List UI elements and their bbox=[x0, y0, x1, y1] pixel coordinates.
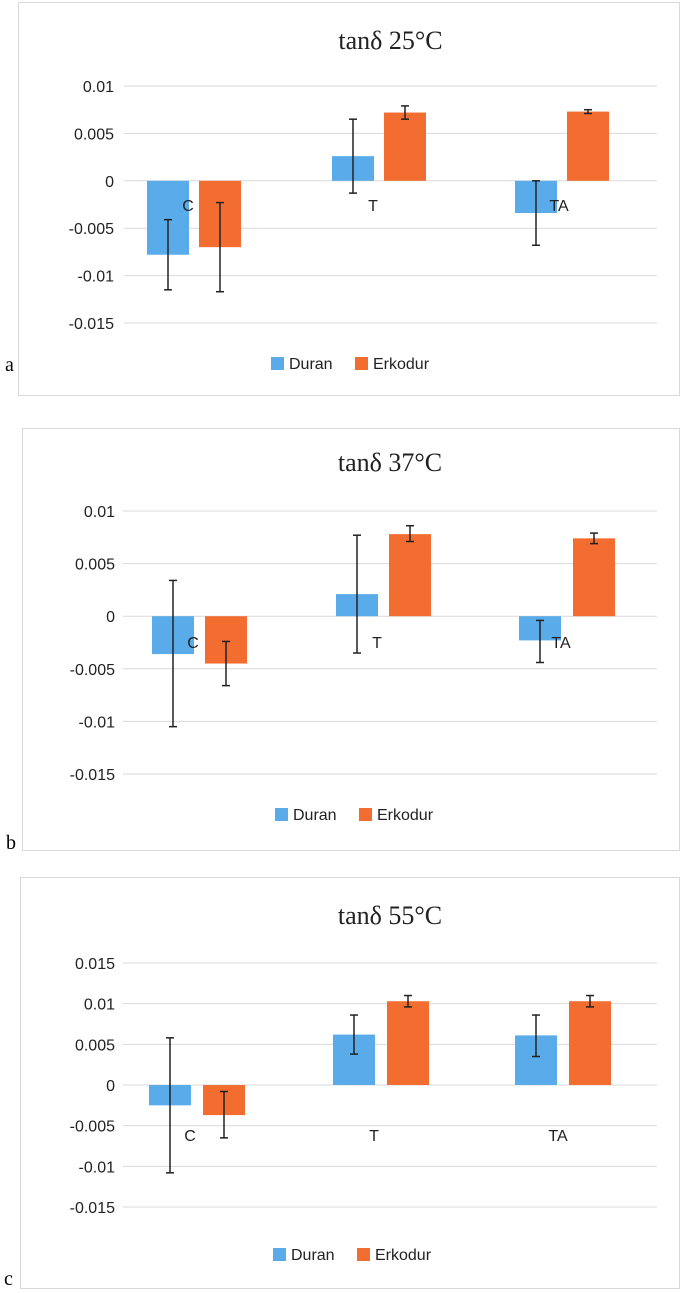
legend-label: Duran bbox=[293, 807, 337, 824]
category-label: T bbox=[372, 635, 382, 652]
category-label: TA bbox=[548, 1128, 568, 1145]
chart-panel-c: tanδ 55°C 0.015 0.01 0.005 0 -0.005 -0.01 -0.01… bbox=[20, 877, 680, 1289]
bar-erkodur-t bbox=[389, 534, 431, 617]
category-label: T bbox=[368, 198, 378, 215]
legend-label: Erkodur bbox=[375, 1247, 432, 1264]
panel-label-b: b bbox=[6, 832, 16, 854]
bar-erkodur-t bbox=[384, 112, 426, 181]
y-tick-label: -0.015 bbox=[70, 767, 115, 784]
y-tick-label: -0.015 bbox=[70, 1200, 115, 1217]
category-label: TA bbox=[551, 635, 571, 652]
y-tick-label: 0.01 bbox=[83, 79, 114, 96]
y-tick-label: -0.01 bbox=[78, 269, 115, 286]
legend-swatch bbox=[359, 808, 372, 821]
chart-panel-a: tanδ 25°C 0.01 0.005 0 -0.005 -0.01 -0.015 C T TA… bbox=[18, 2, 680, 396]
category-label: C bbox=[182, 198, 194, 215]
chart-title: tanδ 37°C bbox=[338, 448, 442, 477]
y-tick-label: 0.005 bbox=[75, 557, 115, 574]
legend-swatch bbox=[271, 357, 284, 370]
y-tick-label: -0.005 bbox=[69, 221, 114, 238]
y-tick-label: 0.01 bbox=[84, 997, 115, 1014]
category-label: C bbox=[184, 1128, 196, 1145]
bar-erkodur-ta bbox=[567, 111, 609, 181]
bar-erkodur-ta bbox=[569, 1001, 611, 1085]
chart-title: tanδ 25°C bbox=[338, 26, 442, 55]
y-tick-label: 0.01 bbox=[84, 504, 115, 521]
y-tick-label: -0.015 bbox=[69, 316, 114, 333]
legend-swatch bbox=[357, 1248, 370, 1261]
panel-label-a: a bbox=[5, 354, 14, 376]
legend-swatch bbox=[355, 357, 368, 370]
chart-panel-b: tanδ 37°C 0.01 0.005 0 -0.005 -0.01 -0.015 C T TA… bbox=[22, 428, 680, 851]
chart-title: tanδ 55°C bbox=[338, 901, 442, 930]
category-label: C bbox=[187, 635, 199, 652]
legend-label: Erkodur bbox=[373, 356, 430, 373]
bar-erkodur-t bbox=[387, 1001, 429, 1085]
legend-swatch bbox=[273, 1248, 286, 1261]
chart-b-svg: tanδ 37°C 0.01 0.005 0 -0.005 -0.01 -0.015 C T TA… bbox=[70, 448, 657, 824]
category-label: TA bbox=[549, 198, 569, 215]
legend-swatch bbox=[275, 808, 288, 821]
y-tick-label: 0 bbox=[106, 609, 115, 626]
y-tick-label: -0.005 bbox=[70, 1119, 115, 1136]
chart-c-svg: tanδ 55°C 0.015 0.01 0.005 0 -0.005 -0.01 -0.01… bbox=[70, 901, 657, 1264]
y-tick-label: 0.015 bbox=[75, 956, 115, 973]
y-tick-label: -0.005 bbox=[70, 662, 115, 679]
bar-erkodur-ta bbox=[573, 538, 615, 617]
y-tick-label: 0 bbox=[105, 174, 114, 191]
y-tick-label: 0 bbox=[106, 1078, 115, 1095]
y-tick-label: 0.005 bbox=[74, 126, 114, 143]
y-tick-label: 0.005 bbox=[75, 1037, 115, 1054]
legend-label: Duran bbox=[289, 356, 333, 373]
legend-label: Duran bbox=[291, 1247, 335, 1264]
y-tick-label: -0.01 bbox=[79, 714, 116, 731]
chart-a-svg: tanδ 25°C 0.01 0.005 0 -0.005 -0.01 -0.015 C T TA… bbox=[69, 26, 657, 373]
y-tick-label: -0.01 bbox=[79, 1159, 116, 1176]
panel-label-c: c bbox=[4, 1268, 13, 1290]
category-label: T bbox=[369, 1128, 379, 1145]
legend-label: Erkodur bbox=[377, 807, 434, 824]
